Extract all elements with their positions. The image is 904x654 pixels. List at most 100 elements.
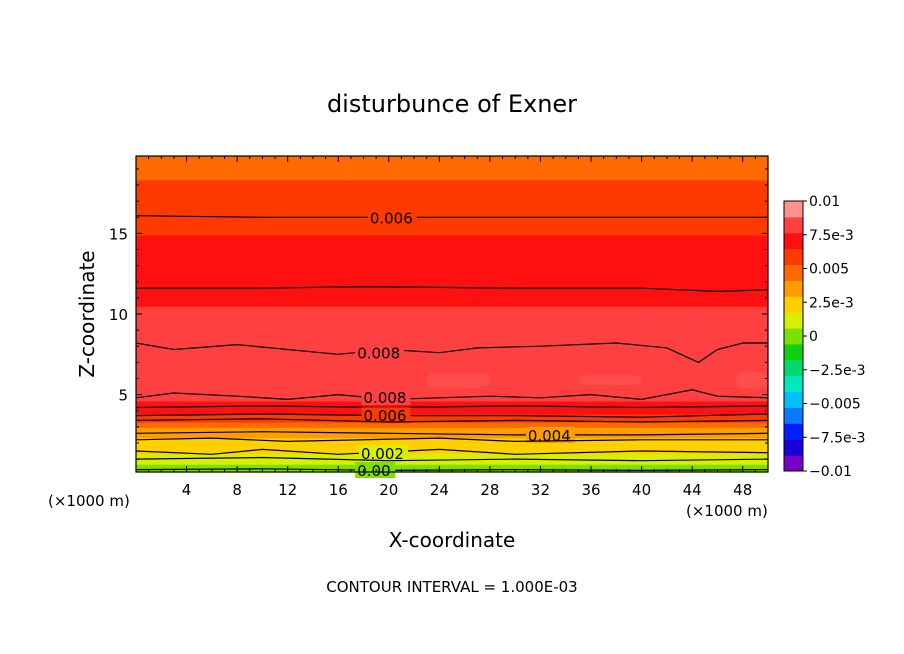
colorbar-segment [784,248,803,266]
color-band [136,435,768,439]
colorbar: 0.01 7.5e-3 0.005 2.5e-3 0 −2.5e-3 −0.005 −7.5e… [783,194,866,480]
color-band [136,203,768,207]
highlight-patch [426,373,490,389]
x-tick-label: 12 [278,481,297,499]
contour-label-bg [355,344,405,361]
x-tick-label: 28 [480,481,499,499]
color-band [136,285,768,289]
contour-line [135,431,769,436]
contour-label-bg [367,209,417,226]
color-band [136,190,768,194]
color-band [136,195,768,199]
color-band [136,371,768,376]
y-axis-label: Z-coordinate [75,250,99,377]
color-band [136,187,768,191]
color-band [136,177,768,181]
color-band [136,387,768,391]
color-band [136,213,768,218]
color-band [136,200,768,204]
chart-title: disturbunce of Exner [327,90,577,118]
color-band [136,219,768,223]
colorbar-tick-label: 7.5e-3 [809,228,854,244]
color-band [136,403,768,407]
contour-line [135,413,769,418]
contour-label: 0.008 [357,344,400,362]
color-band [136,300,768,305]
colorbar-segment [784,328,803,345]
color-band [136,411,768,415]
contour-label: 0.004 [528,427,571,445]
colorbar-segment [784,455,803,472]
colorbar-segment [784,439,803,456]
contour-label: 0.00 [357,462,390,480]
contour-label-bg [525,426,575,443]
colorbar-segment [784,343,803,361]
color-band [136,258,768,262]
colorbar-segment [784,216,803,234]
color-band [136,266,768,270]
highlight-patch [736,372,768,389]
color-band [136,445,768,449]
color-band [136,282,768,286]
contour-label: 0.006 [364,407,407,425]
color-band [136,340,768,344]
color-band [136,171,768,176]
color-band [136,319,768,323]
color-band [136,316,768,320]
color-band [136,398,768,402]
color-band [136,421,768,426]
color-band [136,158,768,162]
colorbar-segment [784,359,803,377]
color-band [136,400,768,405]
x-tick-label: 32 [531,481,550,499]
color-band [136,224,768,228]
color-band [136,393,768,397]
color-band [136,335,768,339]
color-band [136,253,768,257]
color-band [136,453,768,457]
colorbar-segment [784,296,803,313]
color-band [136,292,768,297]
color-band [136,466,768,470]
color-band [136,443,768,447]
colorbar-segment [784,280,803,297]
x-tick-label: 40 [632,481,651,499]
color-band [136,424,768,428]
colorbar-segment [784,375,803,393]
contour-line [135,215,768,218]
contour-line [136,285,769,293]
color-band [136,306,768,310]
color-band [136,277,768,281]
color-band [136,192,768,197]
colorbar-tick-label: 0.01 [809,194,840,210]
color-band [136,248,768,252]
color-band [136,342,768,347]
color-band [136,208,768,212]
color-band [136,416,768,420]
color-band [136,345,768,349]
color-band [136,240,768,244]
colorbar-tick-label: 0 [809,329,818,345]
x-tick-label: 36 [581,481,600,499]
contour-line [135,437,768,443]
color-band [136,406,768,410]
color-band [136,329,768,334]
color-band [136,429,768,434]
color-band [136,161,768,165]
x-axis-ticks: 4 8 12 16 20 24 28 32 36 40 44 48 [148,156,756,499]
color-band [136,456,768,460]
color-band [136,269,768,273]
color-band [136,274,768,278]
color-band [136,437,768,441]
color-band [136,166,768,170]
color-band [136,271,768,276]
color-band [136,242,768,247]
color-band [136,290,768,294]
color-band [136,261,768,265]
colorbar-segment [784,423,803,440]
contour-label-bg [361,407,411,424]
color-band [136,353,768,357]
color-band [136,440,768,444]
